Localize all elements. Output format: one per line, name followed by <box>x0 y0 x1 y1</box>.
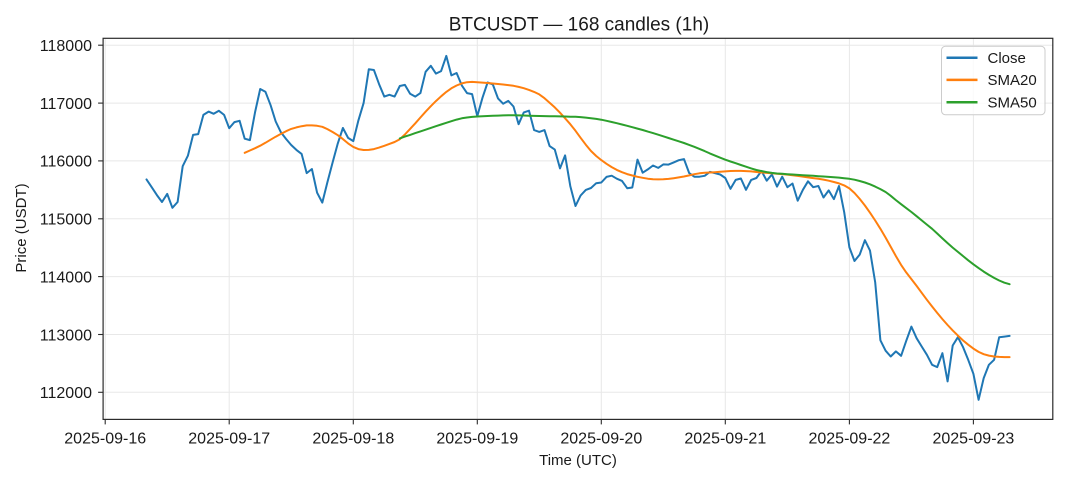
svg-text:2025-09-18: 2025-09-18 <box>312 431 394 448</box>
svg-text:2025-09-16: 2025-09-16 <box>64 431 146 448</box>
svg-text:117000: 117000 <box>40 96 92 113</box>
svg-text:2025-09-21: 2025-09-21 <box>684 431 766 448</box>
svg-text:Close: Close <box>988 50 1026 67</box>
svg-text:2025-09-22: 2025-09-22 <box>808 431 890 448</box>
svg-text:2025-09-23: 2025-09-23 <box>932 431 1014 448</box>
svg-text:Price (USDT): Price (USDT) <box>13 183 30 272</box>
svg-text:115000: 115000 <box>40 212 92 229</box>
svg-text:2025-09-20: 2025-09-20 <box>560 431 642 448</box>
svg-text:116000: 116000 <box>40 154 92 171</box>
svg-text:2025-09-19: 2025-09-19 <box>436 431 518 448</box>
svg-text:114000: 114000 <box>40 269 92 286</box>
svg-text:Time (UTC): Time (UTC) <box>539 452 617 469</box>
svg-text:BTCUSDT — 168 candles (1h): BTCUSDT — 168 candles (1h) <box>449 15 709 36</box>
svg-text:SMA50: SMA50 <box>988 95 1037 112</box>
svg-text:2025-09-17: 2025-09-17 <box>188 431 270 448</box>
svg-text:113000: 113000 <box>40 327 92 344</box>
svg-text:112000: 112000 <box>40 385 92 402</box>
svg-text:SMA20: SMA20 <box>988 72 1037 89</box>
svg-text:118000: 118000 <box>40 38 92 55</box>
